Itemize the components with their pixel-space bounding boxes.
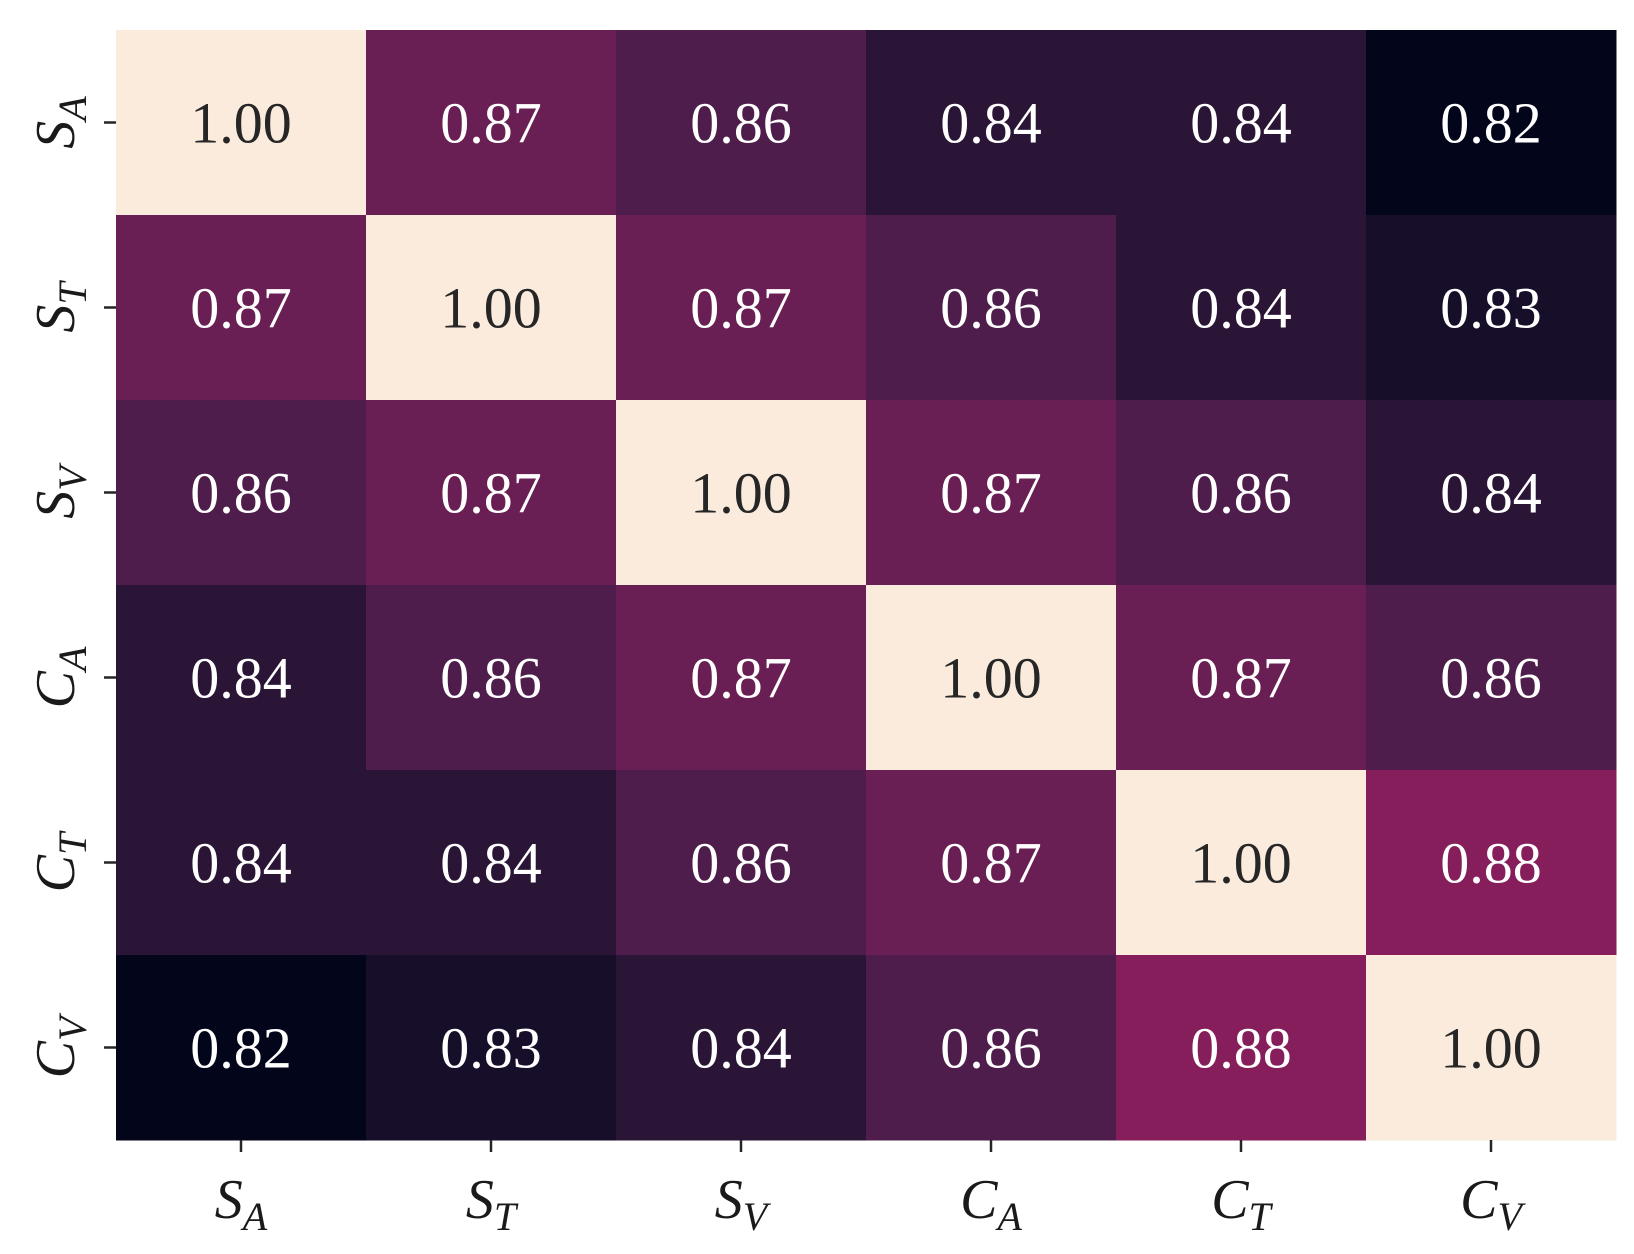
heatmap-cell-label-r4-c0: 0.84 (190, 831, 292, 896)
heatmap-cells: 1.00 0.87 0.86 0.84 0.84 0.82 0.87 1.00 0.87 0.86… (116, 30, 1617, 1141)
heatmap-cell-label-r4-c2: 0.86 (690, 831, 792, 896)
heatmap-cell-label-r4-c1: 0.84 (440, 831, 542, 896)
heatmap-cell-r3-c0 (116, 585, 367, 771)
heatmap-cell-label-r3-c1: 0.86 (440, 646, 542, 711)
heatmap-cell-r1-c4 (1116, 215, 1367, 401)
heatmap-cell-label-r3-c3: 1.00 (940, 646, 1042, 711)
heatmap-cell-label-r5-c0: 0.82 (190, 1016, 292, 1081)
heatmap-cell-r4-c5 (1366, 770, 1617, 956)
heatmap-cell-r0-c4 (1116, 30, 1367, 216)
y-axis: SA ST SV CA CT CV (25, 96, 116, 1078)
heatmap-cell-r5-c3 (866, 955, 1117, 1141)
heatmap-cell-label-r3-c5: 0.86 (1440, 646, 1542, 711)
y-tick-label-5: CV (25, 1012, 95, 1078)
y-tick-label-4: CT (25, 830, 95, 892)
heatmap-cell-r3-c4 (1116, 585, 1367, 771)
heatmap-cell-label-r3-c2: 0.87 (690, 646, 792, 711)
heatmap-cell-label-r2-c0: 0.86 (190, 461, 292, 526)
heatmap-cell-r5-c0 (116, 955, 367, 1141)
heatmap-cell-label-r2-c3: 0.87 (940, 461, 1042, 526)
heatmap-cell-r1-c3 (866, 215, 1117, 401)
heatmap-cell-label-r3-c0: 0.84 (190, 646, 292, 711)
heatmap-cell-r5-c2 (616, 955, 867, 1141)
heatmap-cell-r4-c0 (116, 770, 367, 956)
heatmap-cell-label-r1-c3: 0.86 (940, 276, 1042, 341)
heatmap-cell-label-r0-c2: 0.86 (690, 91, 792, 156)
x-tick-label-0: SA (215, 1169, 268, 1239)
heatmap-cell-label-r2-c5: 0.84 (1440, 461, 1542, 526)
heatmap-cell-r1-c5 (1366, 215, 1617, 401)
heatmap-cell-label-r4-c5: 0.88 (1440, 831, 1542, 896)
heatmap-cell-r2-c0 (116, 400, 367, 586)
heatmap-cell-r3-c5 (1366, 585, 1617, 771)
heatmap-cell-r1-c1 (366, 215, 617, 401)
y-tick-label-1: ST (25, 280, 95, 333)
heatmap-cell-label-r5-c4: 0.88 (1190, 1016, 1292, 1081)
heatmap-cell-r0-c2 (616, 30, 867, 216)
y-tick-label-0: SA (25, 96, 95, 149)
x-tick-label-4: CT (1211, 1169, 1273, 1239)
heatmap-cell-r2-c2 (616, 400, 867, 586)
heatmap-cell-r3-c1 (366, 585, 617, 771)
heatmap-cell-r5-c1 (366, 955, 617, 1141)
heatmap-cell-label-r0-c4: 0.84 (1190, 91, 1292, 156)
heatmap-cell-label-r4-c3: 0.87 (940, 831, 1042, 896)
x-tick-label-5: CV (1460, 1169, 1526, 1239)
heatmap-cell-label-r2-c1: 0.87 (440, 461, 542, 526)
heatmap-cell-label-r0-c5: 0.82 (1440, 91, 1542, 156)
heatmap-cell-label-r1-c1: 1.00 (440, 276, 542, 341)
heatmap-cell-r4-c3 (866, 770, 1117, 956)
heatmap-cell-r2-c5 (1366, 400, 1617, 586)
heatmap-cell-label-r5-c3: 0.86 (940, 1016, 1042, 1081)
heatmap-cell-r3-c3 (866, 585, 1117, 771)
y-tick-label-2: SV (25, 462, 95, 519)
heatmap-cell-r4-c1 (366, 770, 617, 956)
heatmap-cell-r2-c3 (866, 400, 1117, 586)
heatmap-cell-label-r1-c4: 0.84 (1190, 276, 1292, 341)
x-tick-label-1: ST (466, 1169, 519, 1239)
heatmap-cell-r2-c4 (1116, 400, 1367, 586)
heatmap-cell-label-r0-c0: 1.00 (190, 91, 292, 156)
heatmap-cell-label-r3-c4: 0.87 (1190, 646, 1292, 711)
x-tick-label-2: SV (715, 1169, 772, 1239)
heatmap-cell-r0-c3 (866, 30, 1117, 216)
heatmap-cell-label-r1-c5: 0.83 (1440, 276, 1542, 341)
heatmap-cell-label-r0-c3: 0.84 (940, 91, 1042, 156)
y-tick-label-3: CA (25, 646, 95, 708)
heatmap-cell-label-r4-c4: 1.00 (1190, 831, 1292, 896)
heatmap-cell-r0-c0 (116, 30, 367, 216)
heatmap-cell-r0-c1 (366, 30, 617, 216)
x-tick-label-3: CA (960, 1169, 1022, 1239)
heatmap-cell-label-r2-c4: 0.86 (1190, 461, 1292, 526)
heatmap-cell-label-r0-c1: 0.87 (440, 91, 542, 156)
heatmap-cell-r5-c5 (1366, 955, 1617, 1141)
heatmap-cell-label-r1-c2: 0.87 (690, 276, 792, 341)
heatmap-cell-r1-c2 (616, 215, 867, 401)
heatmap-cell-r1-c0 (116, 215, 367, 401)
heatmap-cell-r3-c2 (616, 585, 867, 771)
x-axis: SA ST SV CA CT CV (215, 1140, 1526, 1239)
heatmap-cell-label-r1-c0: 0.87 (190, 276, 292, 341)
heatmap-cell-label-r2-c2: 1.00 (690, 461, 792, 526)
heatmap-cell-r4-c2 (616, 770, 867, 956)
heatmap-cell-r0-c5 (1366, 30, 1617, 216)
heatmap-cell-r4-c4 (1116, 770, 1367, 956)
heatmap-cell-label-r5-c5: 1.00 (1440, 1016, 1542, 1081)
heatmap-cell-label-r5-c2: 0.84 (690, 1016, 792, 1081)
heatmap-cell-label-r5-c1: 0.83 (440, 1016, 542, 1081)
heatmap-cell-r5-c4 (1116, 955, 1367, 1141)
heatmap-cell-r2-c1 (366, 400, 617, 586)
